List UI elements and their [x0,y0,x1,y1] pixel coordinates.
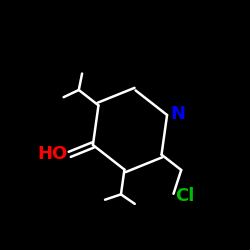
Text: Cl: Cl [175,187,194,205]
Text: HO: HO [37,145,67,163]
Text: N: N [170,105,186,123]
